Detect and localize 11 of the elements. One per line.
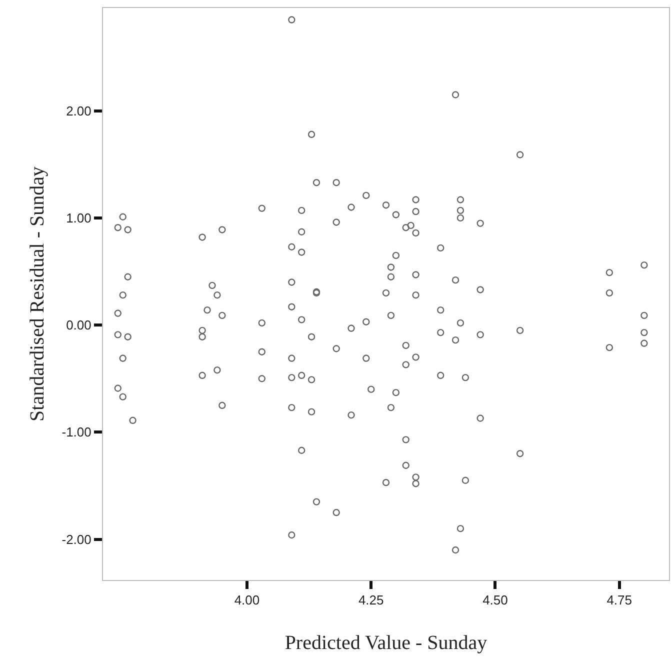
y-axis-title: Standardised Residual - Sunday xyxy=(26,166,48,422)
y-tick-label: 1.00 xyxy=(66,210,92,226)
x-tick-label: 4.25 xyxy=(358,592,384,608)
y-tick-label: 2.00 xyxy=(66,103,92,118)
y-tick-label: -2.00 xyxy=(62,532,92,547)
x-tick-label: 4.00 xyxy=(234,592,260,608)
y-tick-label: -1.00 xyxy=(62,424,92,440)
x-tick-label: 4.75 xyxy=(606,592,632,608)
x-axis-title: Predicted Value - Sunday xyxy=(284,632,488,654)
x-tick-label: 4.50 xyxy=(482,592,508,608)
y-tick-label: 0.00 xyxy=(66,318,92,333)
